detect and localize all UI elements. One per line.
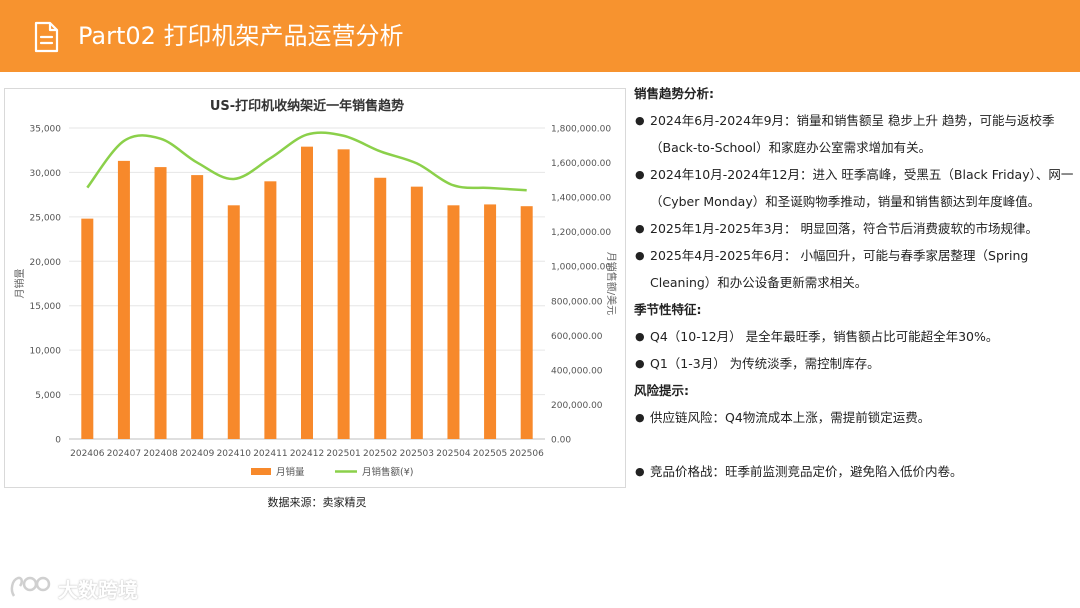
chart-title: US-打印机收纳架近一年销售趋势: [210, 98, 404, 114]
bar: [337, 149, 350, 439]
y2-tick-label: 600,000.00: [551, 332, 603, 342]
y-tick-label: 15,000: [30, 302, 62, 312]
trend-item: 2024年6月-2024年9月：销量和销售额呈 稳步上升 趋势，可能与返校季（B…: [634, 107, 1074, 161]
bar: [410, 186, 423, 439]
x-tick-label: 202411: [253, 449, 287, 459]
y-tick-label: 10,000: [30, 347, 62, 357]
y-tick-label: 20,000: [30, 258, 62, 268]
y2-axis-label: 月销售额/美元: [605, 252, 618, 315]
y-tick-label: 0: [55, 436, 61, 446]
document-icon: [34, 21, 59, 53]
y-tick-label: 5,000: [35, 391, 61, 401]
y-tick-label: 25,000: [30, 213, 62, 223]
legend-label-line: 月销售额(¥): [362, 466, 413, 478]
trend-heading: 销售趋势分析:: [634, 86, 714, 101]
y2-tick-label: 200,000.00: [551, 401, 603, 411]
bar: [81, 218, 94, 439]
y2-tick-label: 1,200,000.00: [551, 228, 611, 238]
header-bar: Part02 打印机架产品运营分析: [0, 0, 1080, 72]
x-tick-label: 202407: [107, 449, 141, 459]
bar: [227, 205, 240, 439]
data-source-note: 数据来源：卖家精灵: [267, 496, 367, 509]
logo-icon: [10, 576, 51, 597]
bar: [264, 181, 277, 440]
page-title: Part02 打印机架产品运营分析: [78, 22, 404, 50]
bar: [447, 205, 460, 439]
bar: [154, 167, 167, 439]
y-tick-label: 30,000: [30, 169, 62, 179]
spacer: [634, 431, 1074, 458]
bar: [117, 160, 130, 439]
x-tick-label: 202406: [70, 449, 105, 459]
risk-heading: 风险提示:: [634, 383, 689, 398]
x-tick-label: 202503: [400, 449, 434, 459]
x-tick-label: 202501: [326, 449, 360, 459]
x-tick-label: 202505: [473, 449, 507, 459]
risk-item: 竞品价格战：旺季前监测竞品定价，避免陷入低价内卷。: [634, 458, 1074, 485]
season-item: Q1（1-3月） 为传统淡季，需控制库存。: [634, 350, 1074, 377]
y-axis-label: 月销量: [13, 269, 26, 299]
x-tick-label: 202412: [290, 449, 324, 459]
legend-swatch-bar: [251, 468, 271, 475]
watermark: 大数跨境: [8, 570, 148, 604]
y2-tick-label: 1,600,000.00: [551, 159, 611, 169]
x-tick-label: 202504: [436, 449, 471, 459]
y2-tick-label: 1,000,000.00: [551, 263, 611, 273]
combo-chart: US-打印机收纳架近一年销售趋势 0 5,000 10,000 15,000 20,000…: [13, 98, 618, 478]
y2-tick-label: 800,000.00: [551, 297, 603, 307]
trend-item: 2025年1月-2025年3月： 明显回落，符合节后消费疲软的市场规律。: [634, 215, 1074, 242]
bar: [301, 146, 313, 439]
bar: [374, 177, 387, 439]
x-tick-label: 202506: [510, 449, 545, 459]
bar: [520, 206, 533, 439]
trend-item: 2025年4月-2025年6月： 小幅回升，可能与春季家居整理（Spring C…: [634, 242, 1074, 296]
watermark-text: 大数跨境: [58, 578, 138, 602]
bar: [191, 175, 204, 439]
x-tick-label: 202502: [363, 449, 397, 459]
legend-label-bar: 月销量: [276, 466, 305, 478]
season-item: Q4（10-12月） 是全年最旺季，销售额占比可能超全年30%。: [634, 323, 1074, 350]
y-tick-label: 35,000: [30, 125, 62, 135]
x-tick-label: 202410: [217, 449, 252, 459]
x-tick-label: 202409: [180, 449, 215, 459]
x-tick-label: 202408: [143, 449, 178, 459]
y2-tick-label: 400,000.00: [551, 366, 603, 376]
bar: [484, 204, 497, 439]
season-heading: 季节性特征:: [634, 302, 702, 317]
y2-tick-label: 1,800,000.00: [551, 125, 611, 135]
y2-tick-label: 1,400,000.00: [551, 194, 611, 204]
trend-item: 2024年10月-2024年12月：进入 旺季高峰，受黑五（Black Frid…: [634, 161, 1074, 215]
chart-container: US-打印机收纳架近一年销售趋势 0 5,000 10,000 15,000 20,000…: [4, 88, 626, 488]
y2-tick-label: 0.00: [551, 436, 571, 446]
analysis-panel: 销售趋势分析: 2024年6月-2024年9月：销量和销售额呈 稳步上升 趋势，…: [634, 80, 1074, 485]
risk-item: 供应链风险：Q4物流成本上涨，需提前锁定运费。: [634, 404, 1074, 431]
